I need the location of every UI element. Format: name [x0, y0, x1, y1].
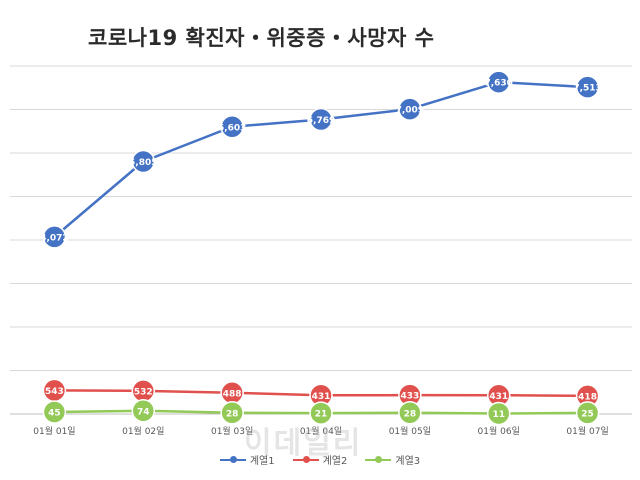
legend-swatch: [292, 455, 319, 463]
data-point: [398, 401, 422, 425]
x-tick-label: 01월 07일: [566, 425, 608, 437]
data-label: 25: [581, 409, 594, 419]
data-point: [131, 399, 156, 423]
chart-legend: 계열1 계열2 계열3: [0, 452, 640, 467]
data-label: 4,072: [40, 233, 68, 243]
data-point: [220, 115, 244, 139]
data-label: 6,603: [218, 123, 246, 133]
data-label: 5,805: [129, 158, 157, 168]
data-point: [486, 70, 511, 94]
legend-swatch: [219, 455, 246, 463]
data-label: 433: [400, 392, 419, 402]
data-label: 7,009: [396, 106, 424, 116]
data-label: 543: [45, 387, 64, 397]
data-label: 74: [137, 407, 150, 417]
data-label: 7,513: [573, 84, 601, 94]
data-label: 28: [226, 409, 239, 419]
legend-swatch: [365, 455, 392, 463]
data-point: [486, 401, 511, 426]
data-point: [42, 400, 67, 424]
legend-label: 계열1: [249, 456, 275, 467]
data-label: 21: [315, 410, 328, 420]
data-point: [309, 107, 333, 132]
legend-item-1: 계열1: [219, 452, 275, 467]
data-label: 7,630: [484, 79, 512, 89]
data-label: 28: [404, 409, 417, 419]
x-tick-label: 01월 03일: [211, 425, 253, 437]
data-label: 532: [134, 387, 153, 397]
data-point: [398, 97, 422, 121]
data-label: 488: [223, 389, 242, 399]
data-label: 11: [492, 410, 505, 420]
data-label: 6,769: [307, 116, 335, 126]
data-label: 418: [578, 392, 597, 402]
chart-title: 코로나19 확진자・위중증・사망자 수: [88, 26, 435, 50]
legend-label: 계열3: [395, 456, 421, 467]
data-point: [220, 401, 244, 425]
x-tick-label: 01월 04일: [300, 425, 342, 437]
data-point: [309, 401, 333, 425]
data-point: [131, 149, 156, 174]
legend-label: 계열2: [322, 456, 348, 467]
legend-item-2: 계열2: [292, 452, 348, 467]
x-tick-label: 01월 06일: [478, 425, 520, 437]
data-point: [42, 225, 67, 249]
data-label: 431: [489, 392, 508, 402]
x-tick-label: 01월 02일: [122, 425, 164, 437]
data-label: 45: [48, 409, 61, 419]
data-point: [575, 75, 600, 99]
data-label: 431: [312, 392, 331, 402]
x-tick-label: 01월 01일: [33, 425, 75, 437]
data-point: [575, 401, 600, 425]
watermark: 이데일리: [244, 426, 363, 461]
legend-item-3: 계열3: [365, 452, 420, 467]
x-tick-label: 01월 05일: [389, 425, 431, 437]
